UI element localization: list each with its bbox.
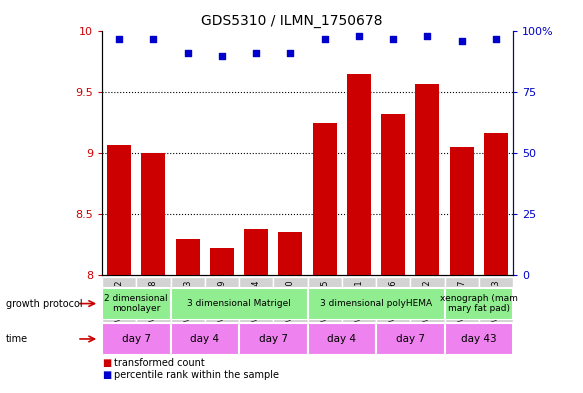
Text: GSM1044266: GSM1044266 bbox=[389, 280, 398, 333]
FancyBboxPatch shape bbox=[479, 277, 513, 332]
Point bbox=[251, 50, 261, 57]
Text: GSM1044262: GSM1044262 bbox=[115, 280, 124, 333]
Bar bbox=[449, 147, 473, 275]
FancyBboxPatch shape bbox=[136, 277, 170, 332]
Bar bbox=[210, 248, 234, 275]
Text: GSM1044265: GSM1044265 bbox=[320, 280, 329, 333]
Point bbox=[286, 50, 295, 57]
FancyBboxPatch shape bbox=[273, 277, 308, 332]
FancyBboxPatch shape bbox=[102, 323, 170, 355]
FancyBboxPatch shape bbox=[445, 277, 479, 332]
Point bbox=[491, 36, 501, 42]
Point bbox=[423, 33, 432, 39]
FancyBboxPatch shape bbox=[170, 277, 205, 332]
Text: GSM1044269: GSM1044269 bbox=[217, 280, 226, 333]
Bar bbox=[484, 132, 508, 275]
Text: growth protocol: growth protocol bbox=[6, 299, 82, 309]
FancyBboxPatch shape bbox=[102, 288, 170, 320]
FancyBboxPatch shape bbox=[445, 288, 513, 320]
Text: 2 dimensional
monolayer: 2 dimensional monolayer bbox=[104, 294, 168, 313]
Bar bbox=[312, 123, 336, 275]
Text: percentile rank within the sample: percentile rank within the sample bbox=[114, 369, 279, 380]
Text: xenograph (mam
mary fat pad): xenograph (mam mary fat pad) bbox=[440, 294, 518, 313]
Text: GSM1044267: GSM1044267 bbox=[457, 280, 466, 333]
FancyBboxPatch shape bbox=[205, 277, 239, 332]
Bar bbox=[279, 233, 303, 275]
Text: day 4: day 4 bbox=[327, 334, 356, 344]
FancyBboxPatch shape bbox=[376, 323, 445, 355]
FancyBboxPatch shape bbox=[170, 288, 308, 320]
Bar bbox=[244, 229, 268, 275]
Bar bbox=[142, 153, 166, 275]
Text: day 7: day 7 bbox=[122, 334, 151, 344]
Text: transformed count: transformed count bbox=[114, 358, 205, 368]
Text: day 7: day 7 bbox=[259, 334, 288, 344]
Text: day 43: day 43 bbox=[461, 334, 497, 344]
Point bbox=[354, 33, 364, 39]
Text: ■: ■ bbox=[102, 369, 111, 380]
Point bbox=[217, 53, 227, 59]
FancyBboxPatch shape bbox=[239, 323, 308, 355]
Text: GSM1044264: GSM1044264 bbox=[252, 280, 261, 333]
Text: 3 dimensional polyHEMA: 3 dimensional polyHEMA bbox=[320, 299, 432, 308]
Point bbox=[388, 36, 398, 42]
FancyBboxPatch shape bbox=[308, 323, 376, 355]
FancyBboxPatch shape bbox=[239, 277, 273, 332]
FancyBboxPatch shape bbox=[410, 277, 445, 332]
Point bbox=[320, 36, 329, 42]
Bar bbox=[381, 114, 405, 275]
Text: 3 dimensional Matrigel: 3 dimensional Matrigel bbox=[187, 299, 291, 308]
FancyBboxPatch shape bbox=[376, 277, 410, 332]
Point bbox=[183, 50, 192, 57]
Text: GSM1044268: GSM1044268 bbox=[149, 280, 158, 333]
FancyBboxPatch shape bbox=[445, 323, 513, 355]
Text: ■: ■ bbox=[102, 358, 111, 368]
Text: day 7: day 7 bbox=[396, 334, 425, 344]
Bar bbox=[347, 74, 371, 275]
Bar bbox=[175, 239, 199, 275]
Text: time: time bbox=[6, 334, 28, 344]
FancyBboxPatch shape bbox=[342, 277, 376, 332]
FancyBboxPatch shape bbox=[308, 277, 342, 332]
Text: GSM1044270: GSM1044270 bbox=[286, 280, 295, 333]
Text: GSM1044263: GSM1044263 bbox=[183, 280, 192, 333]
Text: GDS5310 / ILMN_1750678: GDS5310 / ILMN_1750678 bbox=[201, 14, 382, 28]
Text: GSM1044272: GSM1044272 bbox=[423, 280, 432, 333]
Point bbox=[149, 36, 158, 42]
Text: GSM1044271: GSM1044271 bbox=[354, 280, 363, 333]
Bar bbox=[416, 84, 440, 275]
Point bbox=[457, 38, 466, 44]
FancyBboxPatch shape bbox=[102, 277, 136, 332]
Text: GSM1044273: GSM1044273 bbox=[491, 280, 500, 333]
FancyBboxPatch shape bbox=[170, 323, 239, 355]
Point bbox=[114, 36, 124, 42]
Bar bbox=[107, 145, 131, 275]
FancyBboxPatch shape bbox=[308, 288, 445, 320]
Text: day 4: day 4 bbox=[190, 334, 219, 344]
